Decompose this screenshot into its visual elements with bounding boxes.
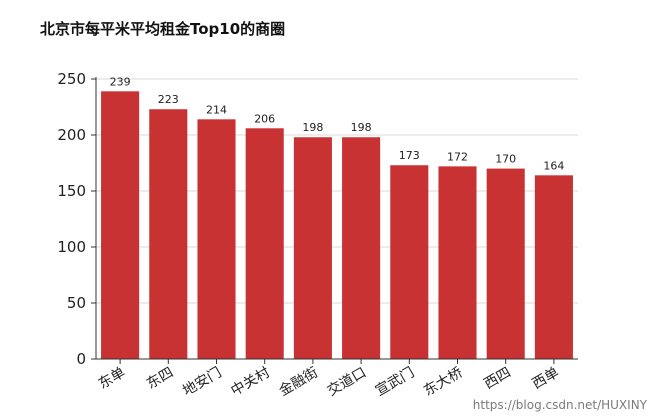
x-tick-label: 西单 (530, 365, 562, 393)
y-tick-label: 100 (57, 238, 86, 256)
data-label: 164 (543, 159, 564, 172)
x-tick-label: 东四 (144, 365, 176, 393)
data-label: 198 (302, 121, 323, 134)
x-tick-label: 东大桥 (421, 365, 465, 400)
chart-title: 北京市每平米平均租金Top10的商圈 (40, 20, 286, 38)
bar-西四 (486, 168, 525, 359)
y-tick-label: 0 (76, 350, 86, 368)
y-tick-label: 150 (57, 182, 86, 200)
bar-西单 (534, 175, 573, 359)
bar-中关村 (245, 128, 284, 359)
data-labels: 239 223 214 206 198 198 173 172 170 164 (110, 75, 565, 172)
y-tick-label: 200 (57, 126, 86, 144)
bar-金融街 (293, 137, 332, 359)
data-label: 223 (158, 93, 179, 106)
data-label: 172 (447, 150, 468, 163)
x-tick-label: 宣武门 (373, 365, 417, 400)
data-label: 239 (110, 75, 131, 88)
bar-宣武门 (390, 165, 429, 359)
x-tick-label: 东单 (96, 365, 128, 393)
data-label: 173 (399, 149, 420, 162)
bar-地安门 (197, 119, 236, 359)
x-tick-label: 金融街 (277, 365, 321, 400)
x-tick-label: 地安门 (180, 365, 224, 400)
bar-东单 (101, 91, 140, 359)
bar-东大桥 (438, 166, 477, 359)
bars (101, 91, 573, 360)
x-tick-label: 西四 (481, 365, 513, 393)
x-tick-label: 交道口 (324, 364, 369, 400)
data-label: 214 (206, 103, 227, 116)
y-tick-label: 50 (67, 294, 86, 312)
bar-东四 (149, 109, 188, 360)
x-tick-label: 中关村 (228, 365, 272, 400)
y-tick-label: 250 (57, 70, 86, 88)
data-label: 198 (351, 121, 372, 134)
data-label: 170 (495, 153, 516, 166)
watermark-url: https://blog.csdn.net/HUXINY (472, 398, 647, 412)
bar-交道口 (342, 137, 381, 359)
data-label: 206 (254, 112, 275, 125)
